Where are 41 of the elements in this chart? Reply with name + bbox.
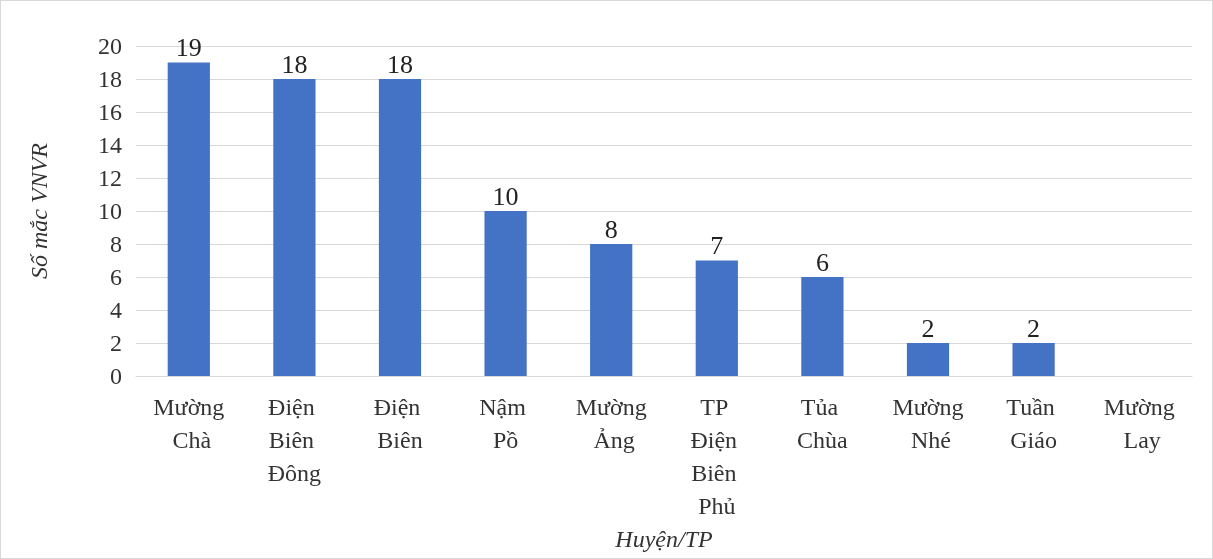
data-label: 7 bbox=[710, 231, 724, 260]
y-tick-label: 18 bbox=[98, 66, 122, 92]
bar bbox=[801, 277, 844, 376]
x-tick-label: TP Điện Biên Phủ bbox=[690, 393, 744, 519]
bar bbox=[1012, 343, 1055, 376]
y-tick-label: 0 bbox=[110, 363, 122, 389]
y-tick-label: 4 bbox=[110, 297, 122, 323]
data-label: 2 bbox=[921, 313, 935, 343]
data-label: 19 bbox=[175, 33, 202, 62]
x-tick-label: Mường Nhé bbox=[892, 393, 964, 453]
y-tick-label: 10 bbox=[98, 198, 122, 224]
data-label: 18 bbox=[387, 49, 413, 79]
x-axis-title: Huyện/TP bbox=[614, 525, 713, 552]
bar bbox=[273, 79, 316, 376]
x-tick-label: Điện Biên Đông bbox=[267, 393, 322, 486]
y-tick-label: 2 bbox=[110, 330, 122, 356]
bar bbox=[906, 343, 950, 376]
bar bbox=[167, 62, 210, 376]
y-tick-label: 6 bbox=[110, 264, 122, 290]
bar bbox=[590, 244, 633, 376]
data-label: 18 bbox=[281, 49, 308, 79]
x-tick-label: Mường Chà bbox=[153, 393, 225, 453]
bar bbox=[378, 79, 422, 376]
y-tick-label: 12 bbox=[98, 165, 122, 191]
x-tick-label: Tuần Giáo bbox=[1006, 393, 1061, 453]
data-label: 8 bbox=[604, 214, 618, 244]
data-label: 6 bbox=[815, 247, 829, 277]
x-tick-label: Điện Biên bbox=[373, 393, 427, 453]
x-tick-label: Mường Ảng bbox=[575, 393, 647, 453]
y-tick-label: 14 bbox=[98, 132, 122, 158]
y-tick-label: 8 bbox=[110, 231, 122, 257]
y-tick-label: 16 bbox=[98, 99, 122, 125]
x-tick-label: Mường Lay bbox=[1103, 393, 1175, 453]
bar bbox=[484, 211, 527, 376]
y-axis-title: Số mắc VNVR bbox=[26, 142, 52, 279]
data-label: 10 bbox=[492, 181, 519, 211]
x-tick-label: Tủa Chùa bbox=[797, 393, 849, 453]
bar bbox=[695, 260, 738, 376]
x-tick-label: Nậm Pồ bbox=[479, 393, 532, 453]
data-label: 2 bbox=[1027, 313, 1041, 343]
y-tick-label: 20 bbox=[98, 33, 122, 59]
